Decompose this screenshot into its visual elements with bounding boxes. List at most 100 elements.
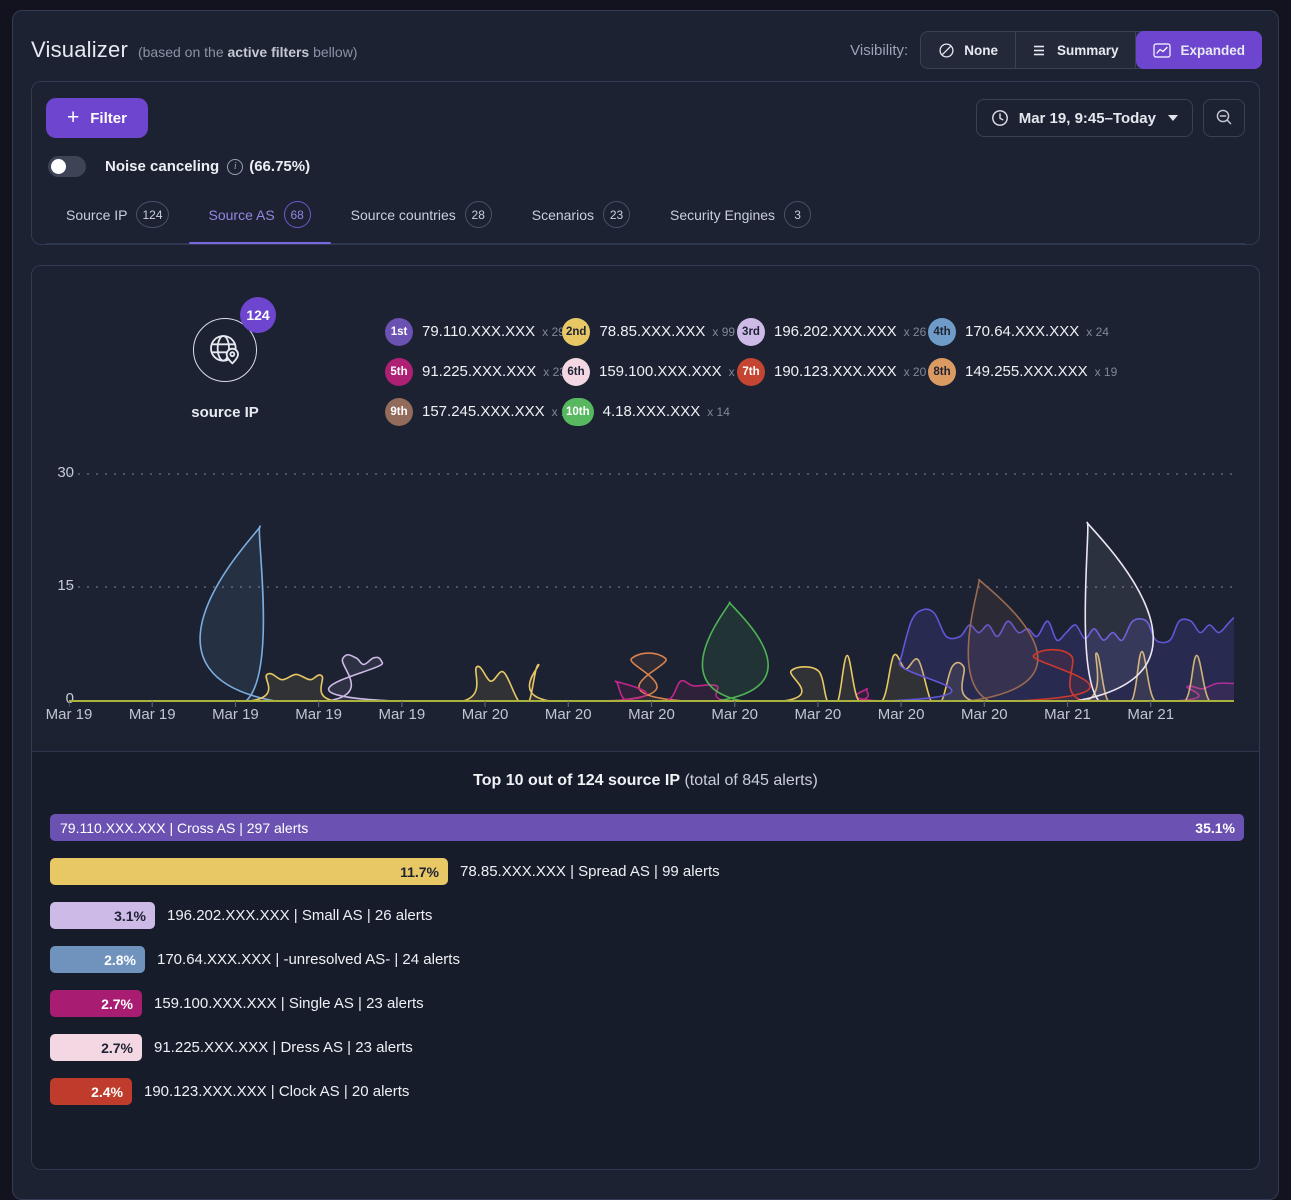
chevron-down-icon <box>1168 115 1178 121</box>
top10-title: Top 10 out of 124 source IP (total of 84… <box>32 772 1259 790</box>
x-tick-label: Mar 20 <box>699 706 771 723</box>
page-subtitle: (based on the active filters bellow) <box>138 44 357 60</box>
top-ip-item: 7th190.123.XXX.XXXx 20 <box>737 358 928 385</box>
alerts-timeline-chart[interactable] <box>69 473 1234 713</box>
alert-count: x 99 <box>712 325 735 339</box>
bar-label: 91.225.XXX.XXX | Dress AS | 23 alerts <box>154 1039 413 1056</box>
rank-badge: 9th <box>385 398 413 426</box>
info-icon[interactable]: i <box>227 159 243 175</box>
alert-bar[interactable]: 2.8% <box>50 946 145 973</box>
page-title: Visualizer <box>31 37 128 63</box>
tab-security-engines[interactable]: Security Engines3 <box>650 191 831 243</box>
tab-source-ip[interactable]: Source IP124 <box>46 191 189 243</box>
x-tick-label: Mar 20 <box>782 706 854 723</box>
tab-scenarios[interactable]: Scenarios23 <box>512 191 650 243</box>
bar-label: 190.123.XXX.XXX | Clock AS | 20 alerts <box>144 1083 409 1100</box>
alert-bar-row: 11.7% 78.85.XXX.XXX | Spread AS | 99 aler… <box>50 858 1241 885</box>
date-range-button[interactable]: Mar 19, 9:45–Today <box>976 99 1193 137</box>
bar-percentage: 11.7% <box>400 864 439 880</box>
visibility-none-button[interactable]: None <box>921 32 1016 68</box>
magnifier-minus-icon <box>1214 107 1234 130</box>
top-ip-item: 3rd196.202.XXX.XXXx 26 <box>737 318 928 345</box>
alert-bar[interactable]: 79.110.XXX.XXX | Cross AS | 297 alerts 35… <box>50 814 1244 841</box>
plus-icon: + <box>67 107 79 128</box>
tab-count-badge: 68 <box>284 201 311 228</box>
alert-count: x 26 <box>904 325 927 339</box>
entity-label: source IP <box>160 404 290 421</box>
chart-panel: 124 source IP 1st79.110.XXX.XXXx 2972nd7… <box>31 265 1260 1170</box>
x-tick-label: Mar 19 <box>366 706 438 723</box>
ip-label: 79.110.XXX.XXX <box>422 323 535 340</box>
alert-bar[interactable]: 2.4% <box>50 1078 132 1105</box>
bar-percentage: 3.1% <box>114 908 146 924</box>
tab-count-badge: 23 <box>603 201 630 228</box>
top-ip-item: 6th159.100.XXX.XXXx 23 <box>562 358 737 385</box>
zoom-out-button[interactable] <box>1203 99 1245 137</box>
line-chart-icon <box>1153 43 1171 58</box>
header: Visualizer (based on the active filters … <box>13 11 1278 75</box>
top10-section: Top 10 out of 124 source IP (total of 84… <box>32 751 1259 1169</box>
alert-count: x 14 <box>707 405 730 419</box>
tab-count-badge: 28 <box>465 201 492 228</box>
x-tick-label: Mar 19 <box>33 706 105 723</box>
ip-label: 4.18.XXX.XXX <box>603 403 701 420</box>
bar-percentage: 2.7% <box>101 996 133 1012</box>
alert-count: x 19 <box>1095 365 1118 379</box>
slash-circle-icon <box>938 42 955 59</box>
x-tick-label: Mar 19 <box>116 706 188 723</box>
alert-bar-row: 2.7%159.100.XXX.XXX | Single AS | 23 ale… <box>50 990 1241 1017</box>
top-ip-item: 5th91.225.XXX.XXXx 23 <box>385 358 562 385</box>
top-ip-item: 8th149.255.XXX.XXXx 19 <box>928 358 1117 385</box>
rank-badge: 4th <box>928 318 956 346</box>
top-ip-item: 4th 170.64.XXX.XXX x 24 <box>928 318 1117 345</box>
x-tick-label: Mar 21 <box>1032 706 1104 723</box>
x-tick-label: Mar 20 <box>948 706 1020 723</box>
bar-label: 196.202.XXX.XXX | Small AS | 26 alerts <box>167 907 432 924</box>
tab-count-badge: 3 <box>784 201 811 228</box>
ip-label: 170.64.XXX.XXX <box>965 323 1079 340</box>
alert-bar[interactable]: 2.7% <box>50 990 142 1017</box>
visualizer-panel: Visualizer (based on the active filters … <box>12 10 1279 1200</box>
alert-count: x 24 <box>1086 325 1109 339</box>
add-filter-button[interactable]: + Filter <box>46 98 148 138</box>
ip-label: 78.85.XXX.XXX <box>599 323 705 340</box>
rank-badge: 6th <box>562 358 590 386</box>
bar-percentage: 2.7% <box>101 1040 133 1056</box>
noise-canceling-toggle[interactable] <box>48 156 86 177</box>
ip-label: 157.245.XXX.XXX <box>422 403 545 420</box>
clock-icon <box>991 109 1009 127</box>
ip-label: 91.225.XXX.XXX <box>422 363 536 380</box>
x-tick-label: Mar 19 <box>283 706 355 723</box>
x-tick-label: Mar 20 <box>532 706 604 723</box>
tab-source-countries[interactable]: Source countries28 <box>331 191 512 243</box>
filter-panel: + Filter Mar 19, 9:45–Today <box>31 81 1260 245</box>
entity-summary: 124 source IP <box>160 292 290 421</box>
alert-bar[interactable]: 2.7% <box>50 1034 142 1061</box>
bar-label: 79.110.XXX.XXX | Cross AS | 297 alerts <box>60 820 308 836</box>
entity-count-badge: 124 <box>240 297 276 333</box>
top-ip-item: 9th157.245.XXX.XXXx 16 <box>385 398 562 425</box>
alert-bar-row: 2.8%170.64.XXX.XXX | -unresolved AS- | 2… <box>50 946 1241 973</box>
ip-label: 196.202.XXX.XXX <box>774 323 897 340</box>
alert-bar[interactable]: 3.1% <box>50 902 155 929</box>
filter-tabs: Source IP124Source AS68Source countries2… <box>46 191 1245 244</box>
visibility-summary-button[interactable]: Summary <box>1016 32 1137 68</box>
bar-percentage: 35.1% <box>1195 820 1235 836</box>
rank-badge: 2nd <box>562 318 590 346</box>
x-tick-label: Mar 20 <box>865 706 937 723</box>
top-ip-item: 10th 4.18.XXX.XXX x 14 <box>562 398 737 425</box>
bar-percentage: 2.4% <box>91 1084 123 1100</box>
noise-canceling-value: (66.75%) <box>249 158 310 175</box>
rank-badge: 5th <box>385 358 413 386</box>
globe-pin-icon: 124 <box>193 318 257 382</box>
bar-label: 78.85.XXX.XXX | Spread AS | 99 alerts <box>460 863 720 880</box>
alert-bar-row: 79.110.XXX.XXX | Cross AS | 297 alerts 35… <box>50 814 1241 841</box>
rank-badge: 8th <box>928 358 956 386</box>
top-ip-legend: 1st79.110.XXX.XXXx 2972nd78.85.XXX.XXXx … <box>385 318 1117 425</box>
tab-source-as[interactable]: Source AS68 <box>189 191 331 243</box>
x-tick-label: Mar 21 <box>1115 706 1187 723</box>
alert-bar[interactable]: 11.7% <box>50 858 448 885</box>
alert-bar-row: 2.7% 91.225.XXX.XXX | Dress AS | 23 alert… <box>50 1034 1241 1061</box>
rank-badge: 10th <box>562 398 594 426</box>
visibility-expanded-button[interactable]: Expanded <box>1136 31 1262 69</box>
